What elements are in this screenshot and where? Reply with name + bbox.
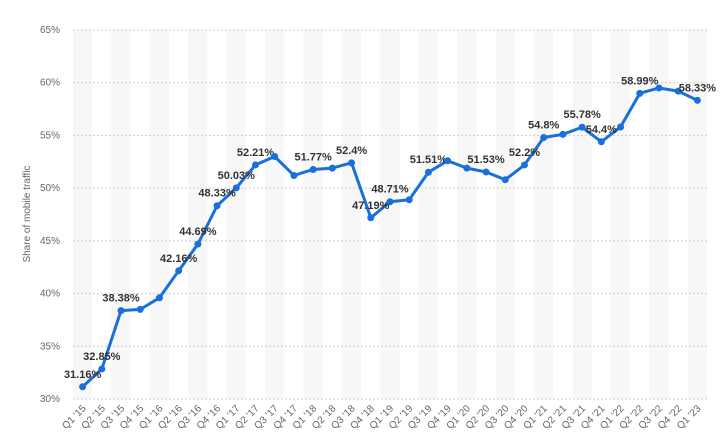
point	[79, 383, 87, 391]
band	[149, 30, 170, 399]
point	[367, 214, 375, 222]
point	[501, 176, 509, 184]
point	[559, 130, 567, 138]
band	[610, 30, 631, 399]
y-tick-label: 45%	[40, 236, 60, 247]
band	[418, 30, 439, 399]
point	[117, 307, 125, 315]
band	[111, 30, 131, 399]
point	[424, 168, 432, 176]
band	[380, 30, 400, 399]
y-tick-label: 30%	[40, 394, 60, 405]
value-label: 55.78%	[563, 109, 601, 121]
point	[213, 202, 221, 210]
value-label: 52.4%	[336, 145, 367, 157]
point	[578, 123, 586, 131]
point	[444, 157, 452, 165]
point	[636, 89, 644, 97]
value-label: 54.8%	[528, 120, 559, 132]
value-label: 44.69%	[179, 226, 217, 238]
point	[693, 96, 701, 104]
band	[226, 30, 246, 399]
point	[194, 240, 202, 248]
point	[520, 161, 528, 169]
y-tick-label: 35%	[40, 341, 60, 352]
point	[597, 138, 605, 146]
point	[348, 159, 356, 167]
point	[463, 164, 471, 172]
value-label: 48.33%	[198, 188, 236, 200]
band	[265, 30, 285, 399]
y-tick-label: 55%	[40, 130, 60, 141]
band	[534, 30, 554, 399]
point	[617, 123, 625, 131]
value-label: 31.16%	[64, 369, 102, 381]
point	[98, 365, 106, 373]
value-label: 42.16%	[160, 253, 198, 265]
band	[687, 30, 707, 399]
point	[674, 87, 682, 95]
y-tick-label: 40%	[40, 289, 60, 300]
y-axis-label: Share of mobile traffic	[22, 165, 33, 262]
point	[252, 161, 260, 169]
point	[155, 294, 163, 302]
value-label: 38.38%	[102, 293, 140, 305]
point	[175, 267, 183, 275]
value-label: 48.71%	[371, 184, 409, 196]
point	[482, 168, 490, 176]
value-label: 50.03%	[218, 170, 256, 182]
point	[386, 198, 394, 206]
point	[232, 184, 240, 192]
y-tick-label: 50%	[40, 183, 60, 194]
point	[405, 196, 413, 204]
band	[649, 30, 669, 399]
value-label: 52.21%	[237, 147, 275, 159]
point	[328, 164, 336, 172]
value-label: 51.51%	[410, 154, 448, 166]
band	[457, 30, 477, 399]
value-label: 58.99%	[621, 75, 659, 87]
band	[303, 30, 323, 399]
value-label: 32.85%	[83, 351, 121, 363]
point	[540, 134, 548, 142]
point	[271, 153, 279, 161]
y-tick-label: 60%	[40, 78, 60, 89]
value-label: 47.19%	[352, 200, 390, 212]
band	[495, 30, 515, 399]
value-label: 58.33%	[679, 82, 717, 94]
point	[655, 84, 663, 92]
value-label: 51.77%	[294, 151, 332, 163]
band	[341, 30, 362, 399]
band	[73, 30, 93, 399]
point	[290, 171, 298, 179]
band	[188, 30, 208, 399]
y-tick-label: 65%	[40, 25, 60, 36]
band	[572, 30, 592, 399]
value-label: 52.2%	[509, 147, 540, 159]
point	[136, 305, 144, 313]
point	[309, 165, 317, 173]
value-label: 54.4%	[586, 124, 617, 136]
value-label: 51.53%	[467, 154, 505, 166]
